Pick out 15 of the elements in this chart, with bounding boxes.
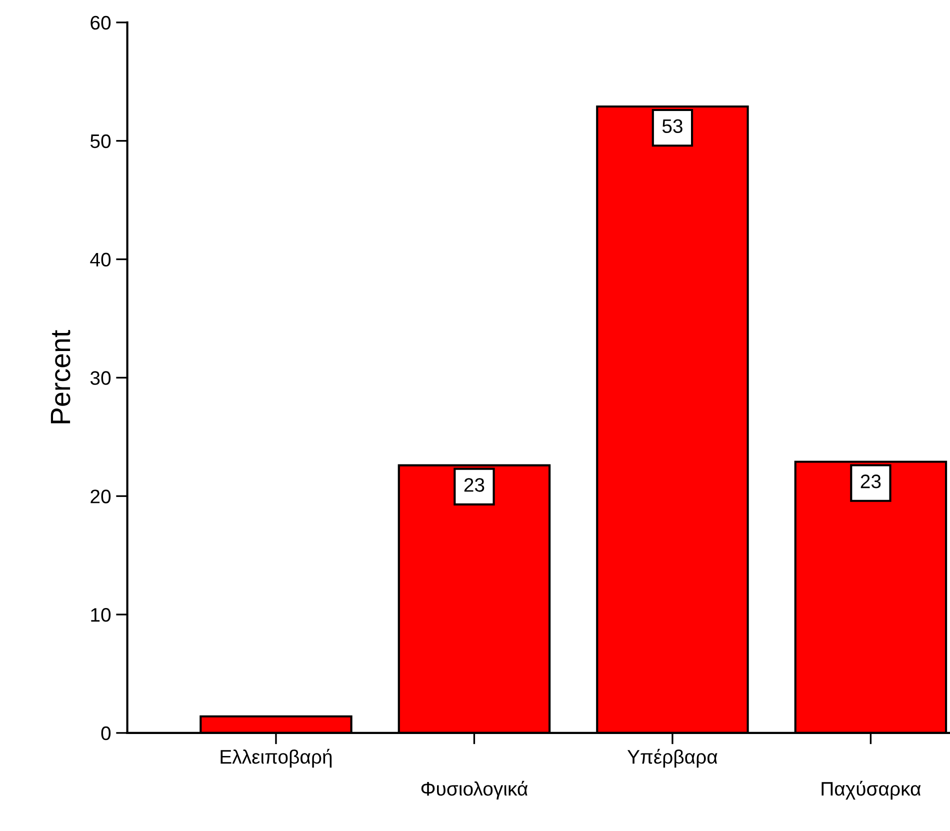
y-axis-title: Percent (50, 330, 70, 424)
data-label: 53 (662, 119, 682, 134)
y-tick-label: 10 (91, 608, 111, 622)
y-tick-label: 60 (90, 16, 111, 30)
y-tick-label: 20 (90, 490, 111, 504)
data-label: 23 (464, 478, 484, 492)
x-tick-label: Υπέρβαρα (627, 748, 718, 768)
y-tick-label: 0 (101, 726, 111, 740)
data-label: 23 (860, 474, 881, 488)
x-tick-label: Ελλειποβαρή (220, 748, 332, 768)
y-tick-label: 50 (90, 134, 111, 148)
y-tick-label: 40 (90, 252, 111, 267)
x-tick-label: Φυσιολογικά (421, 780, 528, 800)
x-tick-label: Παχύσαρκα (822, 780, 921, 800)
y-tick-label: 30 (90, 371, 111, 385)
